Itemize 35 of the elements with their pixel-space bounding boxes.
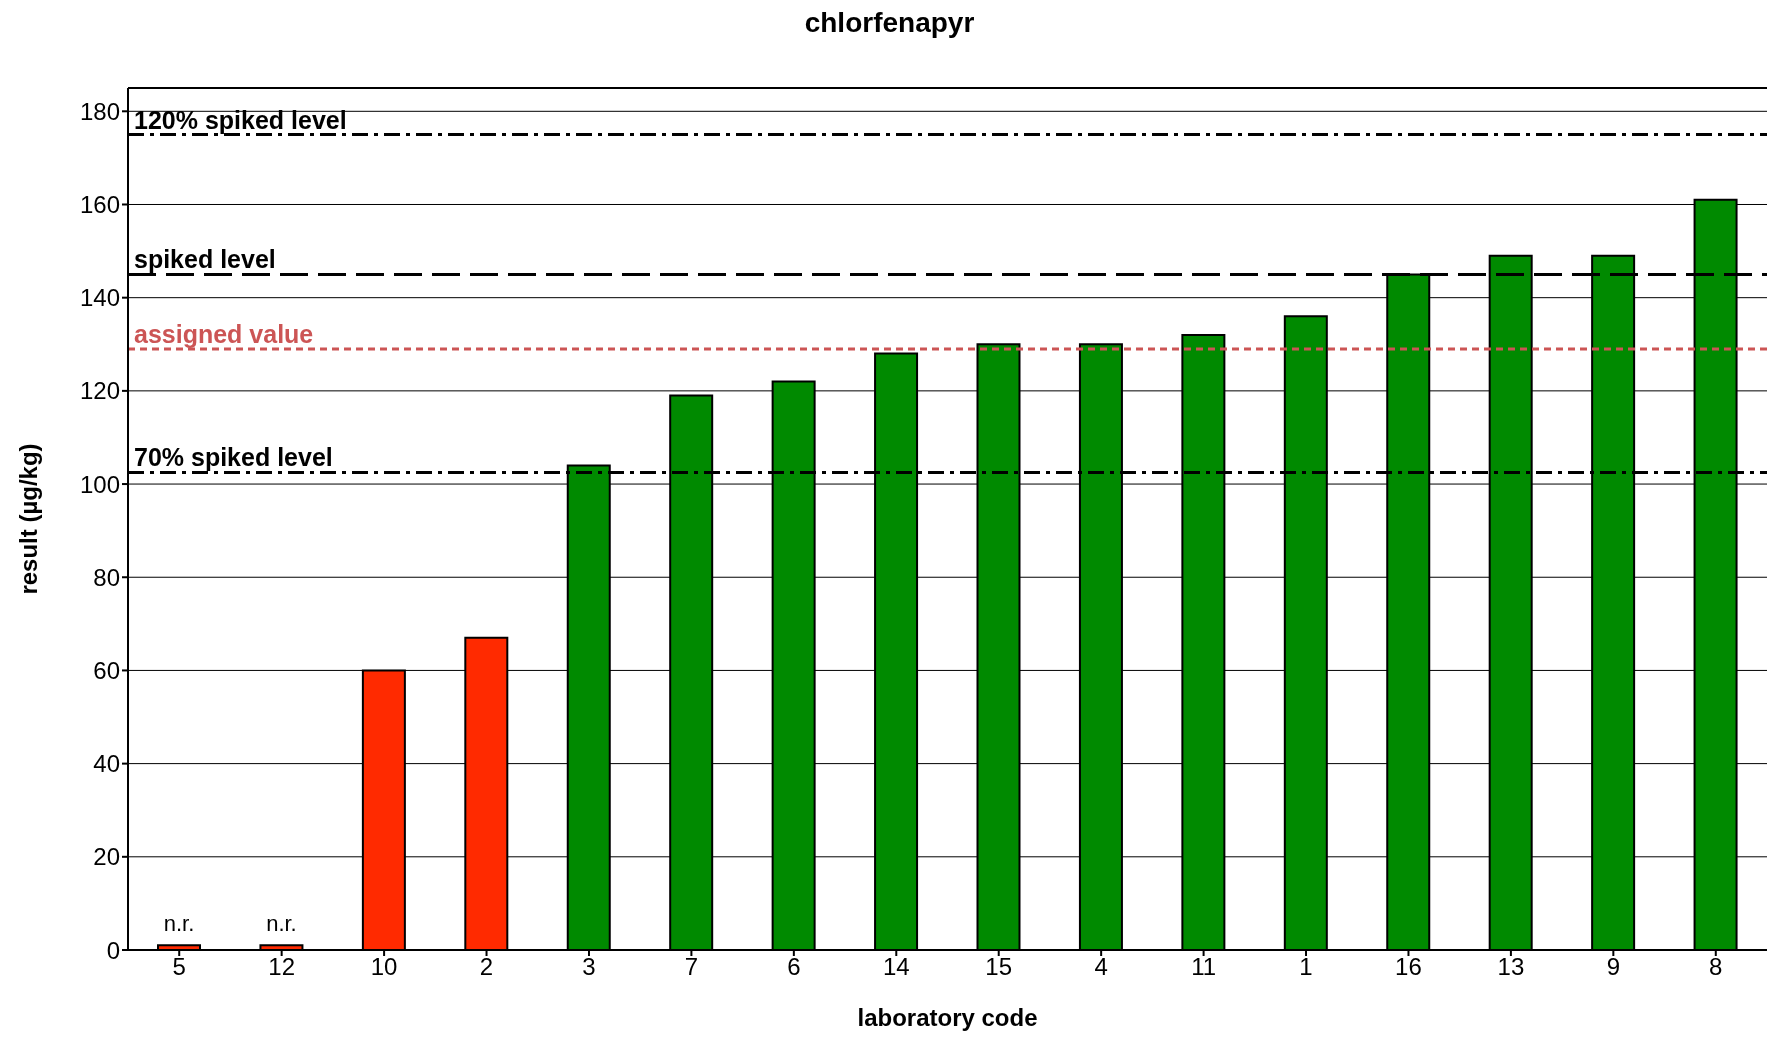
y-tick-label: 60 [93,656,120,684]
x-tick-label: 3 [582,953,596,981]
x-tick-label: 11 [1191,953,1217,981]
ref-line-label: 120% spiked level [134,105,347,134]
y-tick-label: 40 [93,750,120,778]
ref-line-label: spiked level [134,245,276,274]
y-tick-label: 120 [79,377,120,405]
y-tick-label: 100 [79,470,120,498]
y-tick-label: 0 [106,936,120,964]
y-axis-title: result (µg/kg) [14,443,42,595]
data-label: n.r. [266,911,297,937]
x-tick-label: 15 [985,953,1013,981]
x-tick-label: 14 [882,953,910,981]
y-tick-label: 140 [79,284,120,312]
x-tick-label: 2 [479,953,494,981]
data-label: n.r. [163,911,195,937]
x-tick-label: 5 [172,953,186,981]
x-tick-label: 4 [1094,953,1108,981]
x-tick-label: 9 [1606,953,1621,981]
y-tick-label: 80 [93,563,120,591]
x-tick-label: 7 [684,953,699,981]
y-tick-label: 20 [93,843,120,871]
y-tick-label: 160 [79,191,120,219]
ref-line-label: assigned value [134,319,314,348]
x-tick-label: 10 [370,953,398,981]
y-tick-label: 180 [79,97,120,125]
x-tick-label: 16 [1395,953,1422,981]
x-tick-label: 13 [1497,953,1525,981]
x-tick-label: 6 [787,953,801,981]
x-tick-label: 1 [1299,953,1313,981]
x-tick-label: 8 [1709,953,1723,981]
x-axis-title: laboratory code [857,1004,1038,1031]
ref-line-label: 70% spiked level [134,443,333,472]
x-tick-label: 12 [268,953,296,981]
chart-title: chlorfenapyr [803,7,976,40]
